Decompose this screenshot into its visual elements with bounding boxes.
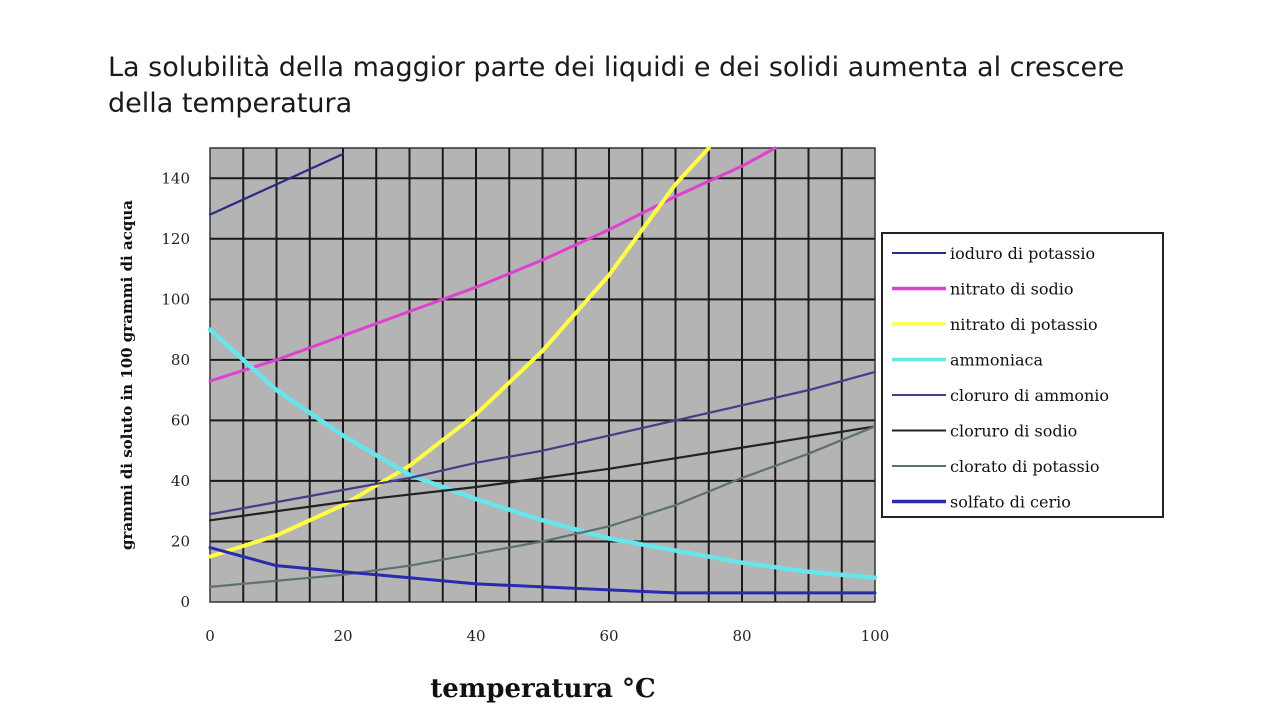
series-line-3 bbox=[207, 327, 878, 581]
series-line-7 bbox=[208, 546, 877, 595]
series-lines bbox=[207, 146, 878, 595]
y-tick-label: 80 bbox=[171, 351, 190, 369]
series-line-1 bbox=[208, 146, 777, 383]
y-tick-label: 60 bbox=[171, 411, 190, 429]
x-tick-label: 100 bbox=[861, 627, 890, 645]
x-tick-label: 80 bbox=[732, 627, 751, 645]
y-axis-title: grammi di soluto in 100 grammi di acqua bbox=[118, 200, 136, 550]
series-line-0 bbox=[208, 152, 345, 216]
legend: ioduro di potassio nitrato di sodio nitrat… bbox=[881, 232, 1164, 518]
x-axis-title: temperatura °C bbox=[430, 674, 656, 704]
legend-label-7: solfato di cerio bbox=[950, 493, 1071, 512]
slide-title: La solubilità della maggior parte dei li… bbox=[108, 52, 1125, 119]
x-tick-label: 20 bbox=[333, 627, 352, 645]
y-tick-label: 40 bbox=[171, 472, 190, 490]
legend-label-2: nitrato di potassio bbox=[950, 315, 1098, 334]
legend-label-0: ioduro di potassio bbox=[950, 244, 1095, 263]
x-tick-label: 60 bbox=[599, 627, 618, 645]
series-line-6 bbox=[208, 425, 877, 588]
legend-box bbox=[881, 232, 1164, 518]
y-axis-ticks: 0 20 40 60 80 100 120 140 bbox=[161, 169, 190, 611]
series-line-4 bbox=[208, 370, 877, 516]
legend-label-6: clorato di potassio bbox=[950, 457, 1100, 476]
legend-label-5: cloruro di sodio bbox=[950, 422, 1077, 441]
x-tick-label: 0 bbox=[205, 627, 215, 645]
x-axis-ticks: 0 20 40 60 80 100 bbox=[205, 627, 889, 645]
y-tick-label: 20 bbox=[171, 532, 190, 550]
y-tick-label: 120 bbox=[161, 230, 190, 248]
y-tick-label: 140 bbox=[161, 169, 190, 187]
x-tick-label: 40 bbox=[466, 627, 485, 645]
series-line-5 bbox=[208, 425, 877, 522]
legend-label-1: nitrato di sodio bbox=[950, 280, 1073, 299]
y-tick-label: 100 bbox=[161, 290, 190, 308]
grid bbox=[210, 148, 875, 602]
series-line-2 bbox=[208, 146, 711, 559]
y-tick-label: 0 bbox=[180, 593, 190, 611]
legend-label-3: ammoniaca bbox=[950, 351, 1043, 370]
legend-label-4: cloruro di ammonio bbox=[950, 386, 1109, 405]
